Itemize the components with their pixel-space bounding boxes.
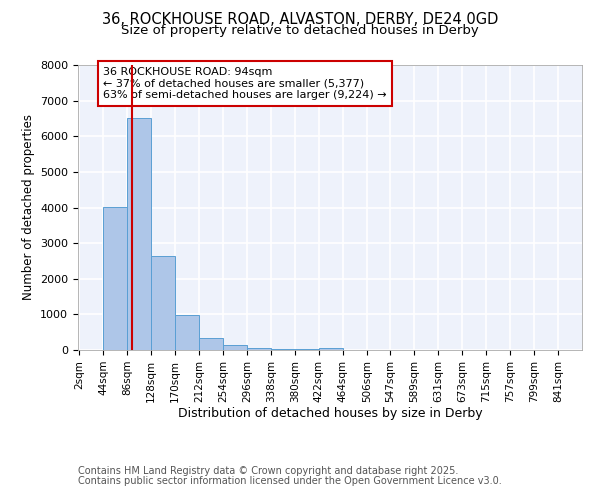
Text: Contains HM Land Registry data © Crown copyright and database right 2025.: Contains HM Land Registry data © Crown c… [78, 466, 458, 476]
Y-axis label: Number of detached properties: Number of detached properties [22, 114, 35, 300]
Bar [199, 338, 223, 350]
Bar [103, 207, 127, 350]
Bar [223, 346, 247, 350]
Bar [127, 118, 151, 350]
X-axis label: Distribution of detached houses by size in Derby: Distribution of detached houses by size … [178, 408, 482, 420]
Bar [175, 314, 199, 350]
Bar [319, 348, 343, 350]
Bar [271, 349, 295, 350]
Bar [247, 348, 271, 350]
Text: 36 ROCKHOUSE ROAD: 94sqm
← 37% of detached houses are smaller (5,377)
63% of sem: 36 ROCKHOUSE ROAD: 94sqm ← 37% of detach… [103, 67, 387, 100]
Text: Contains public sector information licensed under the Open Government Licence v3: Contains public sector information licen… [78, 476, 502, 486]
Text: Size of property relative to detached houses in Derby: Size of property relative to detached ho… [121, 24, 479, 37]
Bar [151, 256, 175, 350]
Text: 36, ROCKHOUSE ROAD, ALVASTON, DERBY, DE24 0GD: 36, ROCKHOUSE ROAD, ALVASTON, DERBY, DE2… [102, 12, 498, 28]
